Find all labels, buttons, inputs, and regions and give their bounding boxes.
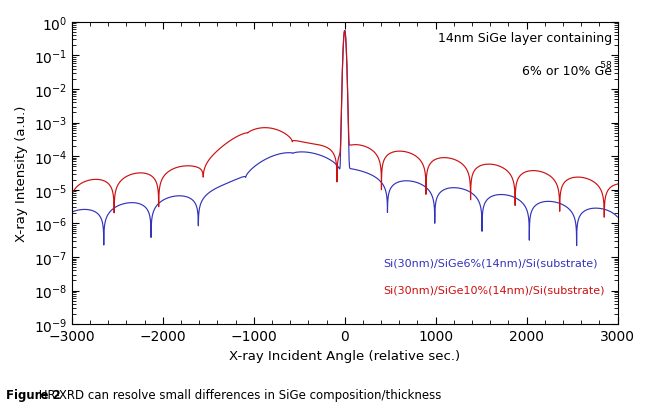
Text: Figure 2: Figure 2 (6, 388, 61, 401)
Text: 14nm SiGe layer containing: 14nm SiGe layer containing (438, 32, 612, 45)
Text: Si(30nm)/SiGe10%(14nm)/Si(substrate): Si(30nm)/SiGe10%(14nm)/Si(substrate) (383, 285, 604, 295)
Text: 58: 58 (583, 60, 612, 70)
X-axis label: X-ray Incident Angle (relative sec.): X-ray Incident Angle (relative sec.) (229, 349, 460, 362)
Text: HR-XRD can resolve small differences in SiGe composition/thickness: HR-XRD can resolve small differences in … (35, 388, 441, 401)
Text: Si(30nm)/SiGe6%(14nm)/Si(substrate): Si(30nm)/SiGe6%(14nm)/Si(substrate) (383, 258, 597, 268)
Text: 6% or 10% Ge: 6% or 10% Ge (522, 65, 612, 78)
Y-axis label: X-ray Intensity (a.u.): X-ray Intensity (a.u.) (15, 106, 28, 241)
